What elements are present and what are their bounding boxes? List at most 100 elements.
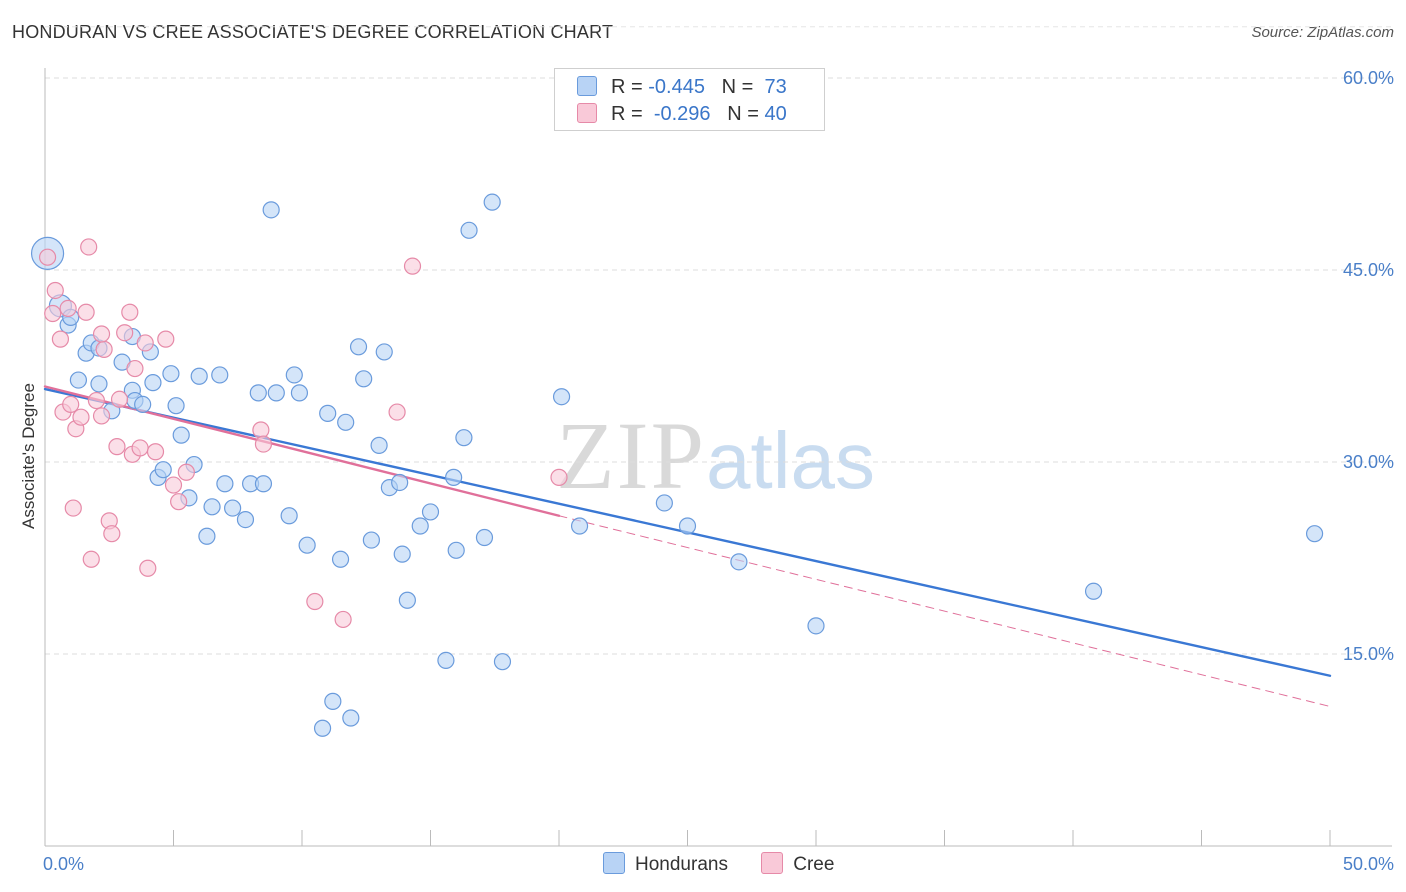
honduran-point	[730, 553, 748, 571]
cree-point	[252, 421, 270, 439]
honduran-point	[216, 475, 234, 493]
legend-item-hondurans[interactable]: Hondurans	[603, 852, 728, 876]
honduran-point	[337, 413, 355, 431]
cree-point	[136, 334, 154, 352]
honduran-point	[398, 591, 416, 609]
cree-point	[62, 395, 80, 413]
honduran-point	[154, 461, 172, 479]
honduran-point	[447, 541, 465, 559]
honduran-point	[254, 475, 273, 493]
legend-swatch-hondurans	[603, 852, 625, 874]
cree-point	[95, 340, 113, 358]
honduran-point	[69, 371, 88, 389]
honduran-point	[355, 370, 373, 388]
cree-point	[77, 303, 95, 321]
cree-point	[46, 281, 64, 300]
x-tick-label: 0.0%	[43, 854, 84, 874]
cree-point	[550, 468, 568, 486]
honduran-point	[290, 384, 309, 402]
honduran-point	[313, 719, 332, 737]
honduran-point	[134, 395, 152, 413]
y-tick-label: 60.0%	[1343, 68, 1394, 88]
honduran-point	[331, 550, 350, 568]
data-points	[30, 193, 1324, 737]
honduran-point	[249, 384, 267, 402]
honduran-point	[655, 494, 673, 512]
watermark: ZIPatlas	[556, 400, 875, 511]
honduran-point	[267, 384, 285, 402]
honduran-point	[1084, 582, 1103, 600]
cree-point	[139, 559, 157, 577]
honduran-point	[144, 374, 162, 392]
legend-r-value: -0.445	[648, 76, 705, 98]
cree-point	[82, 550, 100, 568]
honduran-point	[167, 397, 185, 415]
cree-point	[103, 525, 121, 543]
honduran-point	[349, 338, 368, 356]
honduran-point	[362, 531, 380, 549]
honduran-point	[421, 503, 440, 521]
honduran-point	[391, 473, 409, 492]
honduran-point	[285, 366, 303, 384]
cree-point	[126, 359, 144, 378]
honduran-point	[211, 366, 229, 384]
cree-point	[146, 443, 165, 461]
legend-n-value: 73	[764, 76, 787, 98]
legend-r-label: R =	[611, 76, 643, 98]
honduran-point	[493, 653, 512, 671]
honduran-point	[224, 499, 242, 517]
honduran-point	[445, 468, 463, 486]
trend-lines	[43, 385, 1332, 707]
legend-r-label: R =	[611, 103, 643, 125]
cree-point	[116, 324, 134, 342]
honduran-point	[807, 617, 825, 635]
cree-point	[72, 408, 90, 426]
honduran-point	[324, 692, 342, 710]
legend-swatch-cree	[761, 852, 784, 874]
correlation-legend: R = -0.445 N = 73 R = -0.296 N = 40	[554, 68, 825, 131]
cree-point	[92, 325, 111, 343]
series-legend: Hondurans Cree	[603, 852, 862, 876]
honduran-point	[236, 510, 255, 529]
legend-label-cree: Cree	[793, 854, 835, 875]
watermark-zip: ZIP	[556, 402, 706, 509]
cree-point	[121, 303, 139, 321]
honduran-point	[298, 536, 316, 554]
y-axis-title: Associate's Degree	[19, 383, 38, 529]
honduran-point	[90, 375, 108, 393]
honduran-point	[570, 517, 589, 535]
tick-labels: 15.0% 30.0% 45.0% 60.0% 0.0% 50.0%	[43, 68, 1394, 874]
x-tick-label: 50.0%	[1343, 854, 1394, 874]
honduran-point	[162, 365, 180, 383]
honduran-point	[483, 193, 501, 211]
honduran-point	[1305, 525, 1324, 543]
cree-point	[59, 299, 77, 317]
honduran-point	[678, 517, 697, 535]
legend-n-label: N =	[727, 103, 759, 125]
legend-r-value: -0.296	[653, 103, 711, 125]
cree-point	[157, 330, 175, 348]
honduran-point	[172, 426, 190, 444]
honduran-point	[342, 709, 360, 727]
cree-point	[44, 304, 62, 323]
watermark-atlas: atlas	[706, 416, 875, 505]
honduran-point	[411, 517, 429, 535]
cree-trend-line	[43, 385, 561, 517]
legend-item-cree[interactable]: Cree	[761, 852, 834, 876]
cree-point	[403, 257, 422, 275]
honduran-point	[198, 527, 216, 545]
legend-swatch-hondurans	[577, 76, 597, 96]
honduran-point	[262, 201, 280, 219]
y-tick-label: 30.0%	[1343, 452, 1394, 472]
cree-point	[110, 390, 129, 408]
cree-point	[80, 238, 98, 256]
cree-point	[334, 610, 352, 629]
honduran-point	[319, 404, 337, 422]
y-tick-label: 45.0%	[1343, 260, 1394, 280]
cree-point	[87, 391, 106, 410]
cree-point	[306, 592, 324, 611]
cree-point	[170, 493, 188, 511]
honduran-point	[375, 343, 393, 361]
cree-point	[64, 499, 82, 517]
